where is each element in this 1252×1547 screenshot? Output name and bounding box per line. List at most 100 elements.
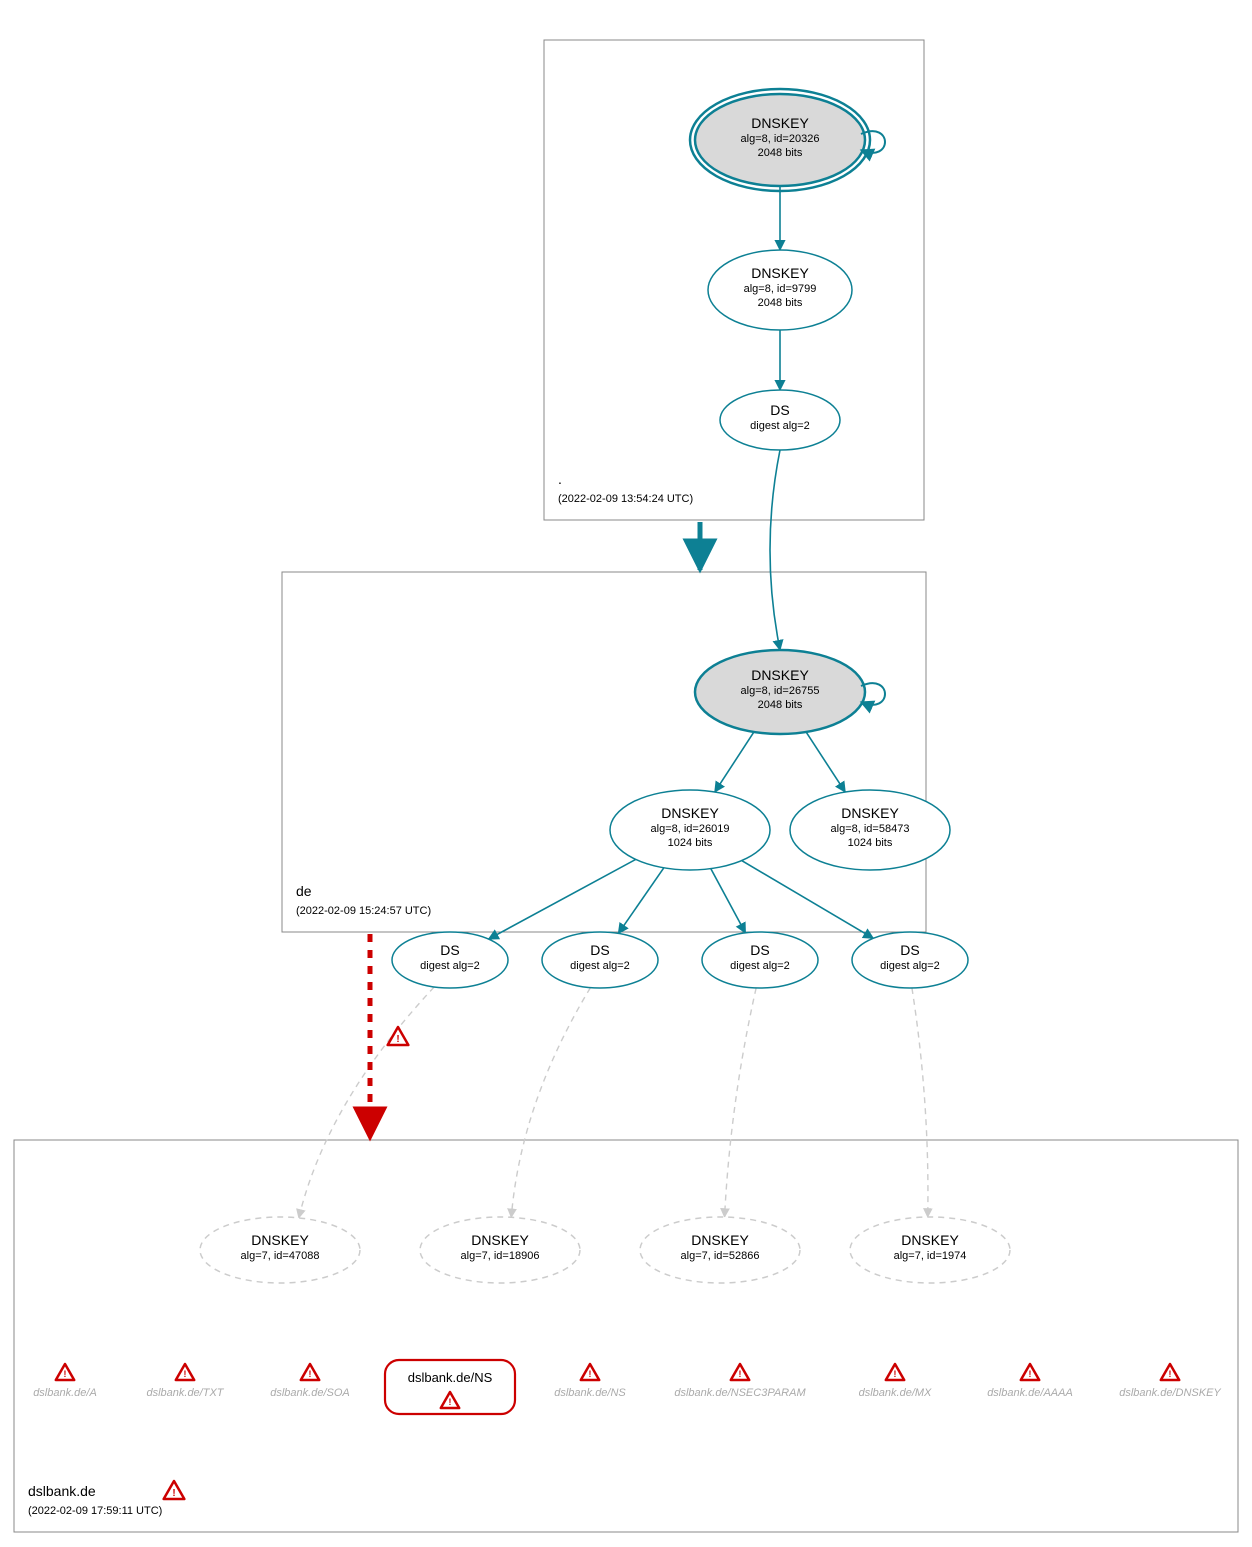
record-dslbank-de-nsec3param: !dslbank.de/NSEC3PARAM	[674, 1364, 806, 1399]
svg-text:alg=8, id=20326: alg=8, id=20326	[741, 133, 820, 145]
record-dslbank-de-aaaa: ! dslbank.de/AAAA	[987, 1364, 1073, 1399]
warning-icon: !	[301, 1364, 319, 1380]
svg-text:2048 bits: 2048 bits	[758, 699, 803, 711]
record-dslbank-de-soa: ! dslbank.de/SOA	[270, 1364, 350, 1399]
svg-text:DNSKEY: DNSKEY	[661, 805, 719, 821]
svg-text:dslbank.de/MX: dslbank.de/MX	[859, 1387, 932, 1399]
edge-de-zsk1-de-ds4	[742, 861, 874, 939]
edge-de-zsk1-de-ds1	[489, 859, 636, 939]
svg-text:dslbank.de/NS: dslbank.de/NS	[408, 1370, 493, 1385]
svg-text:DNSKEY: DNSKEY	[691, 1232, 749, 1248]
warning-icon: !	[886, 1364, 904, 1380]
svg-text:DNSKEY: DNSKEY	[751, 115, 809, 131]
node-dk2: DNSKEY alg=7, id=18906	[420, 1217, 580, 1283]
node-de-ds1: DSdigest alg=2	[392, 932, 508, 988]
svg-text:1024 bits: 1024 bits	[848, 837, 893, 849]
svg-text:DNSKEY: DNSKEY	[901, 1232, 959, 1248]
zone-de: de (2022-02-09 15:24:57 UTC)	[282, 572, 926, 932]
svg-text:!: !	[184, 1369, 187, 1379]
svg-text:!: !	[739, 1369, 742, 1379]
warning-icon: !	[581, 1364, 599, 1380]
svg-text:alg=7, id=52866: alg=7, id=52866	[681, 1250, 760, 1262]
svg-text:de: de	[296, 883, 312, 899]
edge-de-ksk-de-zsk2	[806, 732, 845, 792]
node-de-ds4: DS digest alg=2	[852, 932, 968, 988]
node-dk4: DNSKEY alg=7, id=1974	[850, 1217, 1010, 1283]
svg-text:alg=8, id=26019: alg=8, id=26019	[651, 823, 730, 835]
edge-de-zsk1-de-ds3	[711, 869, 746, 933]
svg-text:alg=8, id=9799: alg=8, id=9799	[744, 283, 817, 295]
svg-text:(2022-02-09 17:59:11 UTC): (2022-02-09 17:59:11 UTC)	[28, 1505, 162, 1517]
node-de-ksk: DNSKEY alg=8, id=26755 2048 bits	[695, 650, 885, 734]
svg-text:DS: DS	[590, 942, 609, 958]
svg-text:dslbank.de: dslbank.de	[28, 1483, 96, 1499]
svg-text:dslbank.de/SOA: dslbank.de/SOA	[270, 1387, 350, 1399]
warning-icon: !	[176, 1364, 194, 1380]
svg-text:!: !	[1169, 1369, 1172, 1379]
svg-text:alg=7, id=1974: alg=7, id=1974	[894, 1250, 967, 1262]
node-dk3: DNSKEY alg=7, id=52866	[640, 1217, 800, 1283]
svg-text:alg=8, id=58473: alg=8, id=58473	[831, 823, 910, 835]
svg-text:dslbank.de/NS: dslbank.de/NS	[554, 1387, 626, 1399]
record-dslbank-de-dnskey: ! dslbank.de/DNSKEY	[1119, 1364, 1221, 1399]
record-dslbank-de-a: ! dslbank.de/A	[33, 1364, 97, 1399]
warning-icon: !	[56, 1364, 74, 1380]
svg-text:digest alg=2: digest alg=2	[570, 960, 630, 972]
record-dslbank-de-ns: dslbank.de/NS!	[385, 1360, 515, 1414]
svg-text:DNSKEY: DNSKEY	[751, 265, 809, 281]
svg-text:!: !	[1029, 1369, 1032, 1379]
svg-text:dslbank.de/A: dslbank.de/A	[33, 1387, 97, 1399]
svg-text:dslbank.de/TXT: dslbank.de/TXT	[146, 1387, 224, 1399]
node-root-zsk: DNSKEY alg=8, id=9799 2048 bits	[708, 250, 852, 330]
svg-text:1024 bits: 1024 bits	[668, 837, 713, 849]
warning-icon: !	[1161, 1364, 1179, 1380]
edge-de-ds4-dk4	[912, 988, 928, 1217]
node-de-ds2: DS digest alg=2	[542, 932, 658, 988]
edge-root-ds-de-ksk	[770, 450, 780, 650]
svg-text:!: !	[589, 1369, 592, 1379]
node-de-ds3: DS digest alg=2	[702, 932, 818, 988]
edge-de-ksk-de-zsk1	[715, 732, 754, 792]
svg-text:2048 bits: 2048 bits	[758, 297, 803, 309]
svg-text:alg=7, id=18906: alg=7, id=18906	[461, 1250, 540, 1262]
svg-text:(2022-02-09 13:54:24 UTC): (2022-02-09 13:54:24 UTC)	[558, 493, 693, 505]
edge-de-ds3-dk3	[725, 988, 757, 1217]
svg-text:DNSKEY: DNSKEY	[841, 805, 899, 821]
svg-text:!: !	[449, 1397, 452, 1407]
svg-text:DNSKEY: DNSKEY	[251, 1232, 309, 1248]
node-root-ds: DS digest alg=2	[720, 390, 840, 450]
svg-text:digest alg=2: digest alg=2	[880, 960, 940, 972]
warning-icon: !	[388, 1027, 409, 1045]
svg-text:DNSKEY: DNSKEY	[471, 1232, 529, 1248]
svg-text:DS: DS	[900, 942, 919, 958]
svg-text:digest alg=2: digest alg=2	[730, 960, 790, 972]
warning-icon: !	[731, 1364, 749, 1380]
svg-text:DS: DS	[750, 942, 769, 958]
svg-text:DNSKEY: DNSKEY	[751, 667, 809, 683]
svg-text:dslbank.de/AAAA: dslbank.de/AAAA	[987, 1387, 1073, 1399]
svg-text:2048 bits: 2048 bits	[758, 147, 803, 159]
svg-text:!: !	[172, 1488, 175, 1499]
node-de-zsk1: DNSKEY alg=8, id=26019 1024 bits	[610, 790, 770, 870]
svg-text:(2022-02-09 15:24:57 UTC): (2022-02-09 15:24:57 UTC)	[296, 905, 431, 917]
warning-icon: !	[164, 1481, 185, 1499]
svg-text:alg=7, id=47088: alg=7, id=47088	[241, 1250, 320, 1262]
edge-de-zsk1-de-ds2	[618, 868, 663, 934]
svg-text:digest alg=2: digest alg=2	[750, 420, 810, 432]
svg-text:!: !	[309, 1369, 312, 1379]
node-dk1: DNSKEY alg=7, id=47088	[200, 1217, 360, 1283]
svg-text:!: !	[64, 1369, 67, 1379]
svg-text:.: .	[558, 471, 562, 487]
record-dslbank-de-txt: ! dslbank.de/TXT	[146, 1364, 224, 1399]
node-de-zsk2: DNSKEY alg=8, id=58473 1024 bits	[790, 790, 950, 870]
svg-text:!: !	[396, 1034, 399, 1045]
dnssec-diagram: . (2022-02-09 13:54:24 UTC) de (2022-02-09 …	[0, 0, 1252, 1547]
svg-text:DS: DS	[770, 402, 789, 418]
svg-text:dslbank.de/DNSKEY: dslbank.de/DNSKEY	[1119, 1387, 1221, 1399]
warning-icon: !	[1021, 1364, 1039, 1380]
edge-de-ds1-dk1	[299, 987, 434, 1218]
edge-de-ds2-dk2	[511, 988, 590, 1218]
svg-text:!: !	[894, 1369, 897, 1379]
svg-text:digest alg=2: digest alg=2	[420, 960, 480, 972]
svg-text:alg=8, id=26755: alg=8, id=26755	[741, 685, 820, 697]
